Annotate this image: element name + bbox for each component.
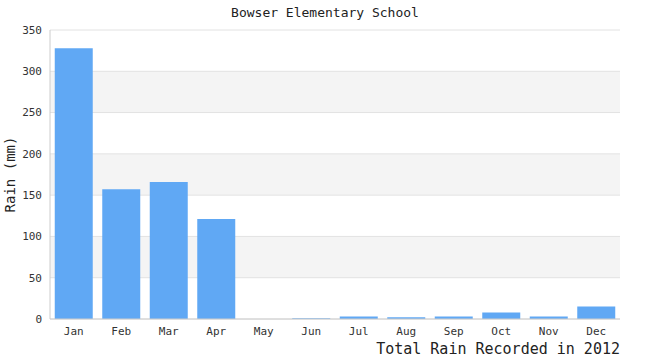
svg-text:100: 100	[22, 230, 42, 243]
svg-text:Oct: Oct	[491, 325, 511, 338]
svg-text:Nov: Nov	[539, 325, 559, 338]
svg-text:Jan: Jan	[64, 325, 84, 338]
html-text:Total Rain Recorded in 2012: Total Rain Recorded in 2012	[376, 340, 620, 358]
svg-text:Jun: Jun	[301, 325, 321, 338]
svg-text:Feb: Feb	[111, 325, 131, 338]
svg-text:Rain (mm): Rain (mm)	[8, 137, 18, 213]
svg-text:Sep: Sep	[444, 325, 464, 338]
svg-text:Jul: Jul	[349, 325, 369, 338]
svg-text:Dec: Dec	[586, 325, 606, 338]
svg-text:Apr: Apr	[206, 325, 226, 338]
svg-text:150: 150	[22, 189, 42, 202]
svg-text:200: 200	[22, 148, 42, 161]
html-text:Bowser Elementary School: Bowser Elementary School	[231, 5, 419, 20]
svg-text:0: 0	[35, 313, 42, 326]
svg-text:Aug: Aug	[396, 325, 416, 338]
svg-text:350: 350	[22, 24, 42, 37]
svg-text:May: May	[254, 325, 274, 338]
svg-text:300: 300	[22, 65, 42, 78]
svg-text:Mar: Mar	[159, 325, 179, 338]
svg-text:250: 250	[22, 106, 42, 119]
svg-text:50: 50	[29, 272, 42, 285]
